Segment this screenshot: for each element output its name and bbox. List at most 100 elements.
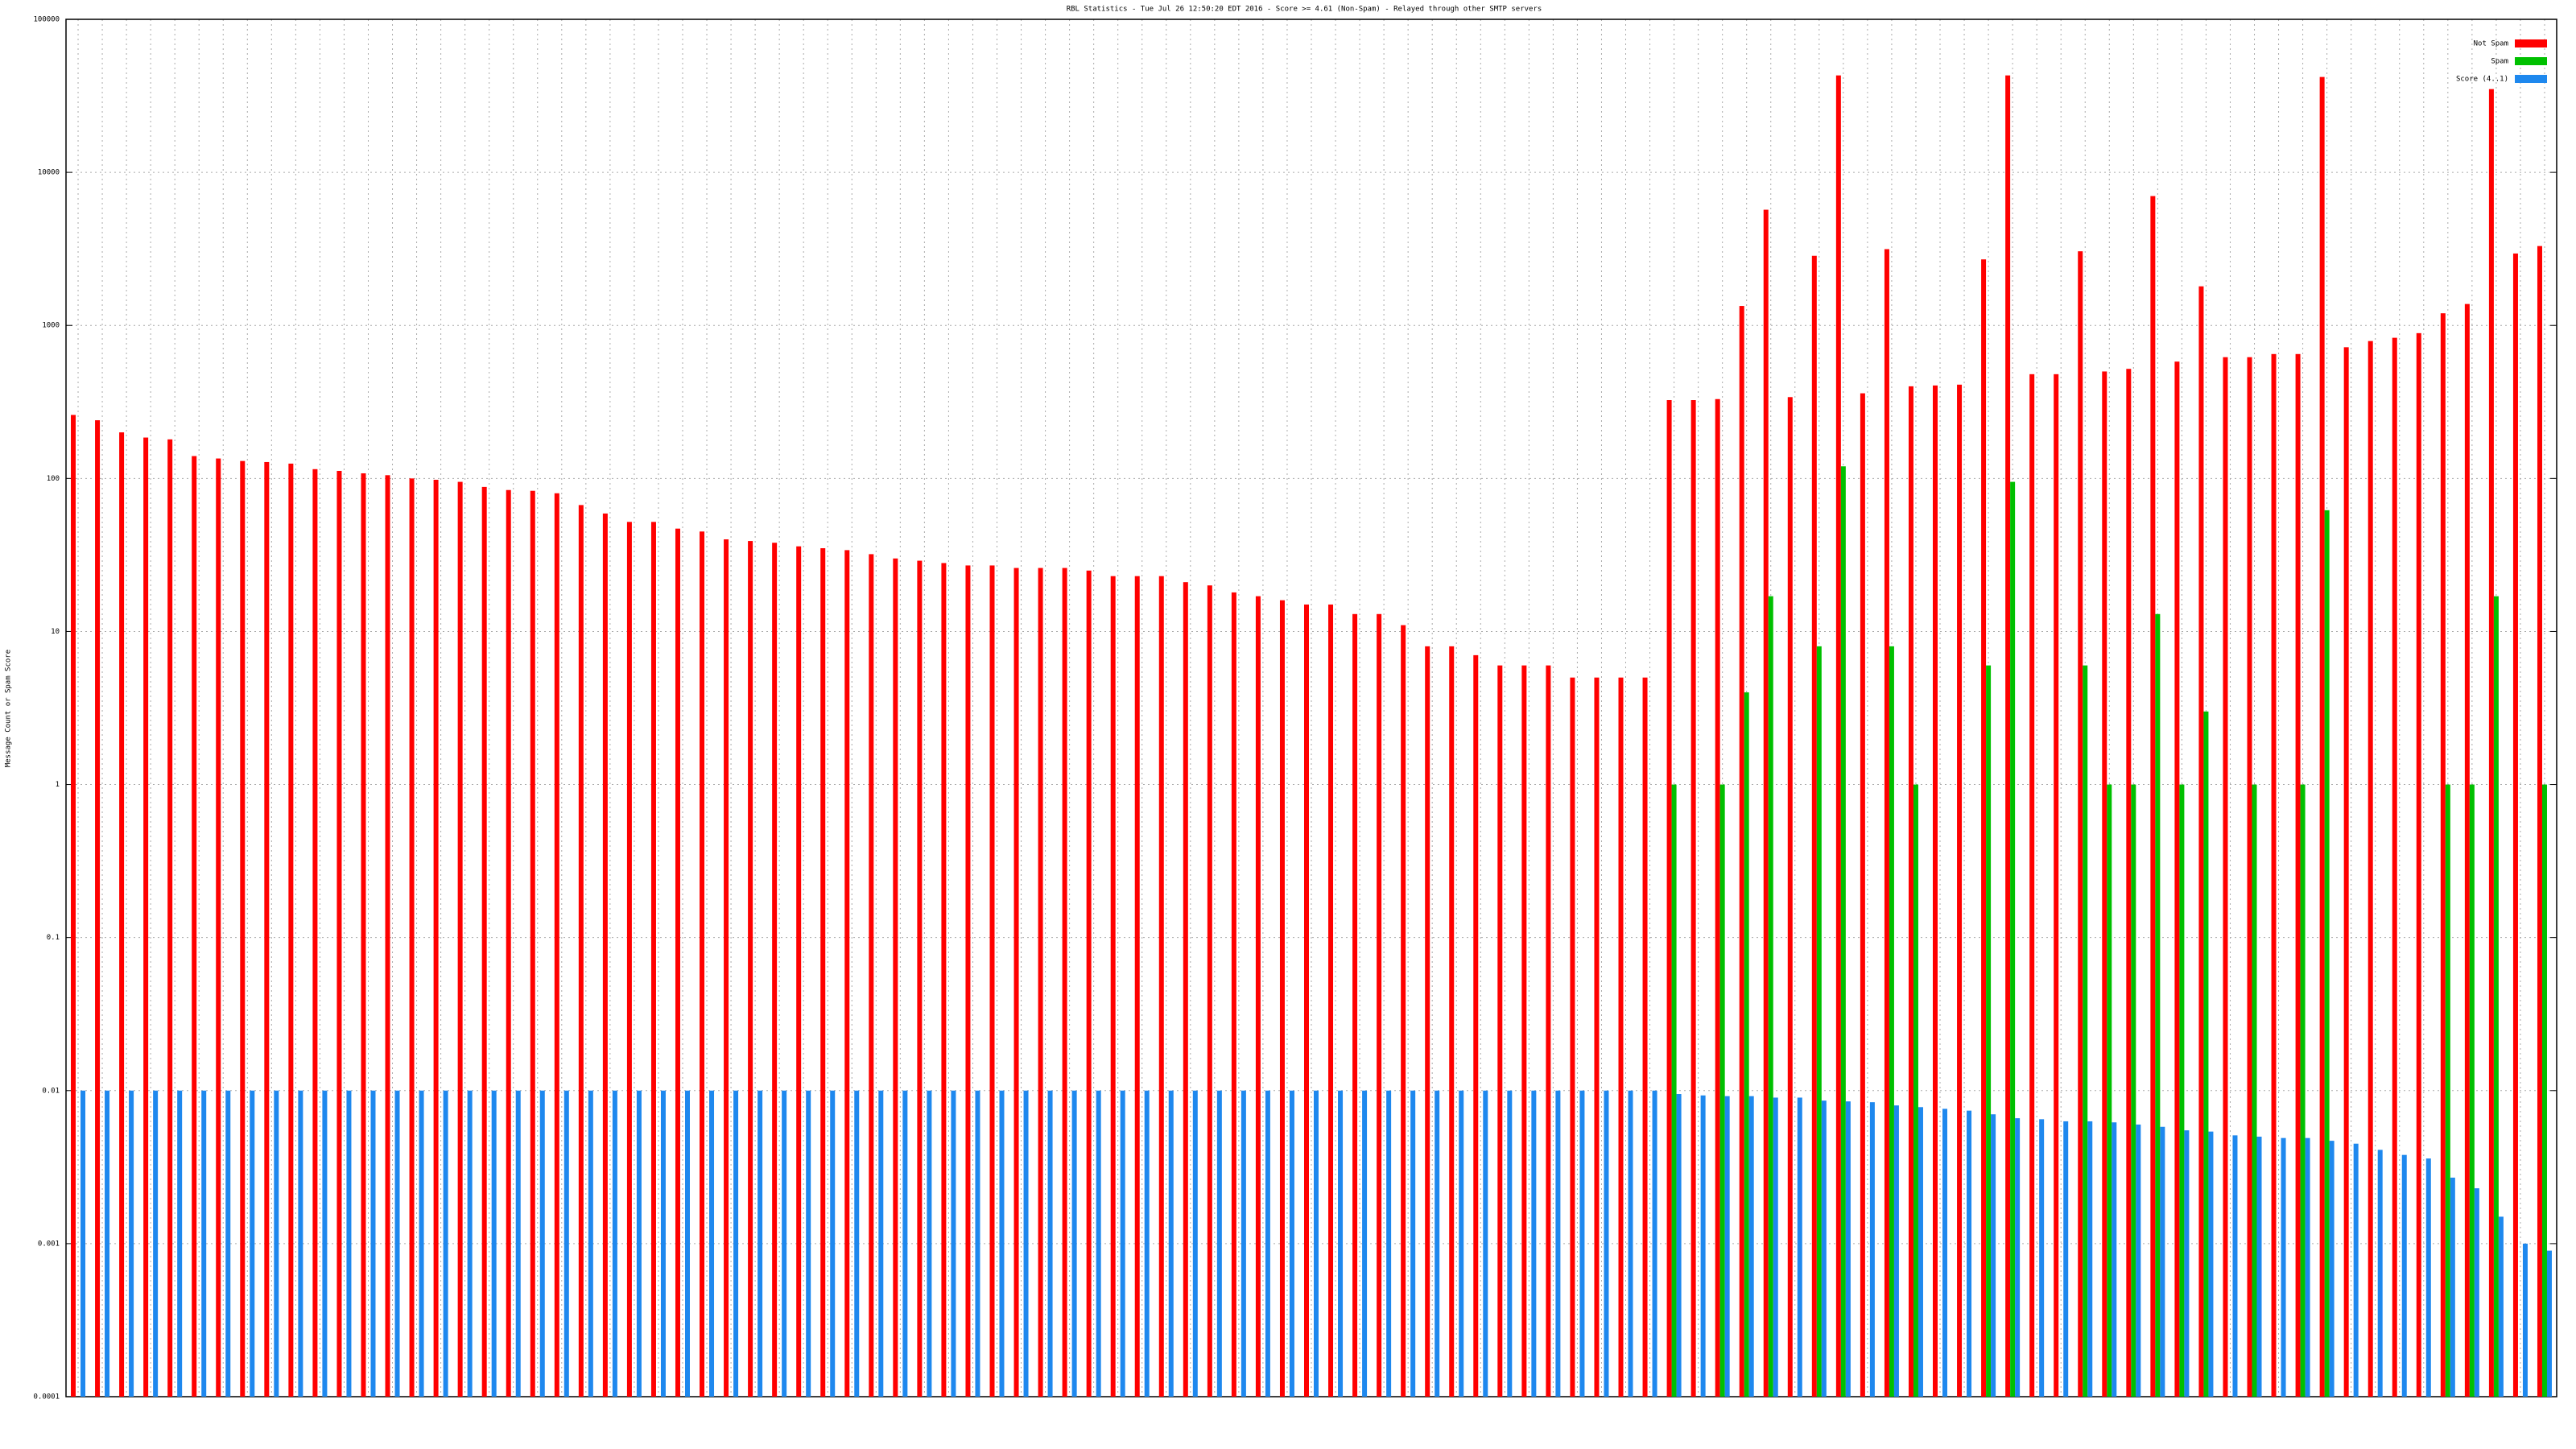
bar — [2150, 196, 2156, 1397]
bar — [1459, 1090, 1464, 1397]
bar — [153, 1090, 159, 1397]
bar — [2493, 596, 2499, 1397]
bar — [1690, 400, 1696, 1397]
y-tick-label: 0.01 — [42, 1087, 60, 1095]
bar — [2300, 784, 2306, 1397]
bar — [733, 1090, 739, 1397]
bar — [772, 543, 778, 1397]
bar — [2015, 1118, 2021, 1397]
bar — [1047, 1090, 1053, 1397]
bar — [999, 1090, 1005, 1397]
bar — [2522, 1243, 2528, 1397]
bar — [409, 478, 415, 1397]
bar — [2208, 1131, 2214, 1397]
bar — [1110, 576, 1116, 1397]
bar — [1289, 1090, 1294, 1397]
bar — [748, 541, 753, 1397]
y-tick-label: 10000 — [38, 169, 60, 177]
bar — [1497, 665, 1503, 1397]
bar — [216, 458, 221, 1397]
bar — [2174, 361, 2180, 1397]
bar — [95, 420, 101, 1397]
bar — [1023, 1090, 1029, 1397]
bar — [2136, 1124, 2141, 1397]
bar — [240, 460, 246, 1397]
bar — [2425, 1158, 2431, 1397]
bar — [1889, 646, 1894, 1397]
bar — [1893, 1105, 1899, 1397]
y-tick-label: 1000 — [42, 322, 60, 330]
bar — [1038, 568, 1043, 1397]
legend-label: Score (4..1) — [2456, 76, 2508, 84]
bar — [636, 1090, 642, 1397]
bar — [1957, 384, 1963, 1397]
bar — [312, 469, 318, 1397]
bar — [2392, 337, 2397, 1397]
bar — [758, 1090, 763, 1397]
bar — [1231, 592, 1236, 1397]
bar — [1570, 677, 1575, 1397]
bar — [419, 1090, 424, 1397]
bar — [288, 463, 294, 1397]
bar — [1986, 665, 1992, 1397]
bar — [878, 1090, 884, 1397]
bar — [2256, 1137, 2262, 1397]
bar — [1120, 1090, 1125, 1397]
bar — [2087, 1121, 2093, 1397]
bar — [806, 1090, 811, 1397]
bar — [1158, 576, 1164, 1397]
bar — [917, 560, 923, 1397]
bar — [2054, 374, 2059, 1397]
bar — [660, 1090, 666, 1397]
bar — [854, 1090, 860, 1397]
bar — [336, 470, 342, 1397]
bar — [1768, 596, 1773, 1397]
bar — [250, 1090, 255, 1397]
plot-frame — [65, 19, 2557, 1397]
legend-swatch — [2515, 75, 2547, 83]
bar — [724, 539, 729, 1397]
bar — [1255, 596, 1261, 1397]
bar — [1884, 249, 1889, 1397]
bar — [192, 456, 197, 1397]
bar — [1744, 692, 1749, 1397]
bar — [1071, 1090, 1077, 1397]
bar — [965, 565, 971, 1397]
bar — [1377, 613, 1382, 1397]
bar — [1096, 1090, 1101, 1397]
bar — [1671, 784, 1677, 1397]
bar — [1192, 1090, 1198, 1397]
bar — [1473, 654, 1479, 1397]
bar — [709, 1090, 715, 1397]
bar — [1821, 1100, 1827, 1397]
bar — [167, 439, 173, 1397]
bar — [443, 1090, 448, 1397]
bar — [1555, 1090, 1561, 1397]
bar — [2324, 510, 2330, 1397]
bar — [1207, 585, 1212, 1397]
bar — [1265, 1090, 1270, 1397]
bar — [1086, 570, 1092, 1397]
bar — [2039, 1119, 2045, 1397]
bar — [457, 481, 463, 1397]
bar — [1773, 1097, 1778, 1397]
bar — [927, 1090, 932, 1397]
bar — [2488, 89, 2494, 1397]
bar — [370, 1090, 376, 1397]
bar — [1401, 625, 1406, 1397]
bar — [274, 1090, 279, 1397]
bar — [2353, 1143, 2359, 1397]
bar — [1835, 75, 1841, 1397]
bar — [796, 546, 802, 1397]
bar — [2271, 353, 2277, 1397]
bar — [1642, 677, 1648, 1397]
y-tick-label: 10 — [51, 628, 60, 636]
bar — [612, 1090, 617, 1397]
bar — [1386, 1090, 1392, 1397]
bar — [975, 1090, 980, 1397]
bar — [298, 1090, 303, 1397]
bar — [1362, 1090, 1368, 1397]
bar — [530, 490, 535, 1397]
bar — [1981, 259, 1987, 1397]
legend-label: Not Spam — [2474, 40, 2508, 48]
